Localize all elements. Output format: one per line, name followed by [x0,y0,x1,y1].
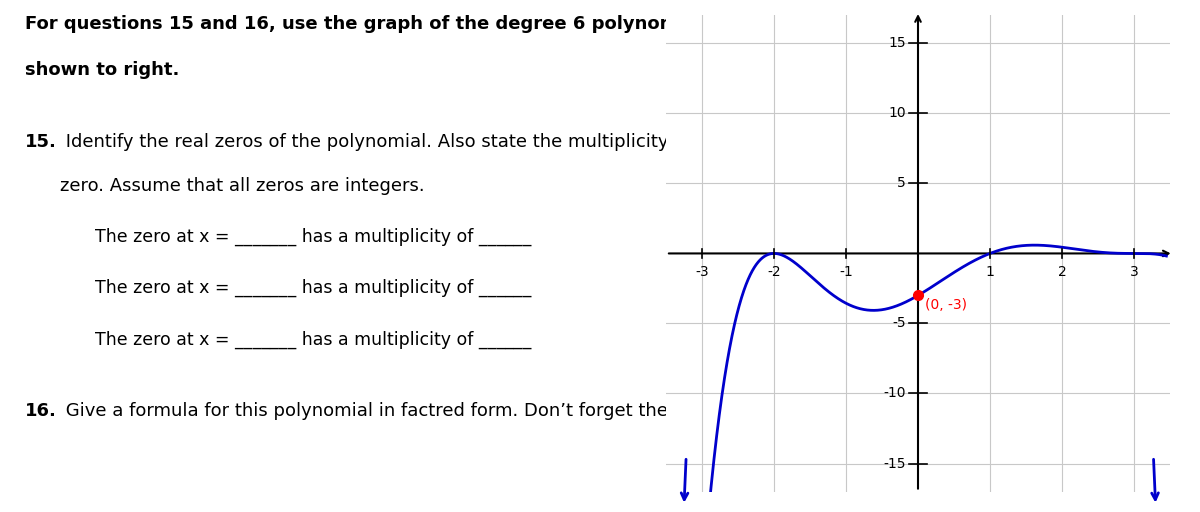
Text: 2: 2 [1057,265,1067,280]
Text: Identify the real zeros of the polynomial. Also state the multiplicity of each: Identify the real zeros of the polynomia… [60,133,740,151]
Text: 15.: 15. [25,133,56,151]
Text: zero. Assume that all zeros are integers.: zero. Assume that all zeros are integers… [60,177,425,195]
Text: -1: -1 [839,265,853,280]
Text: -10: -10 [883,387,906,400]
Text: 3: 3 [1129,265,1139,280]
Text: -5: -5 [892,316,906,330]
Text: -15: -15 [883,457,906,471]
Text: The zero at x = _______ has a multiplicity of ______: The zero at x = _______ has a multiplici… [96,228,532,246]
Text: -3: -3 [695,265,709,280]
Text: 10: 10 [888,106,906,120]
Text: 15: 15 [888,36,906,50]
Text: 16.: 16. [25,402,56,420]
Text: -2: -2 [767,265,781,280]
Text: 1: 1 [985,265,995,280]
Text: shown to right.: shown to right. [25,61,179,79]
Text: (0, -3): (0, -3) [925,298,967,312]
Text: For questions 15 and 16, use the graph of the degree 6 polynomial: For questions 15 and 16, use the graph o… [25,15,702,33]
Text: The zero at x = _______ has a multiplicity of ______: The zero at x = _______ has a multiplici… [96,279,532,297]
Text: Give a formula for this polynomial in factred form. Don’t forget the leading coe: Give a formula for this polynomial in fa… [60,402,846,420]
Text: 5: 5 [898,177,906,190]
Text: The zero at x = _______ has a multiplicity of ______: The zero at x = _______ has a multiplici… [96,330,532,349]
